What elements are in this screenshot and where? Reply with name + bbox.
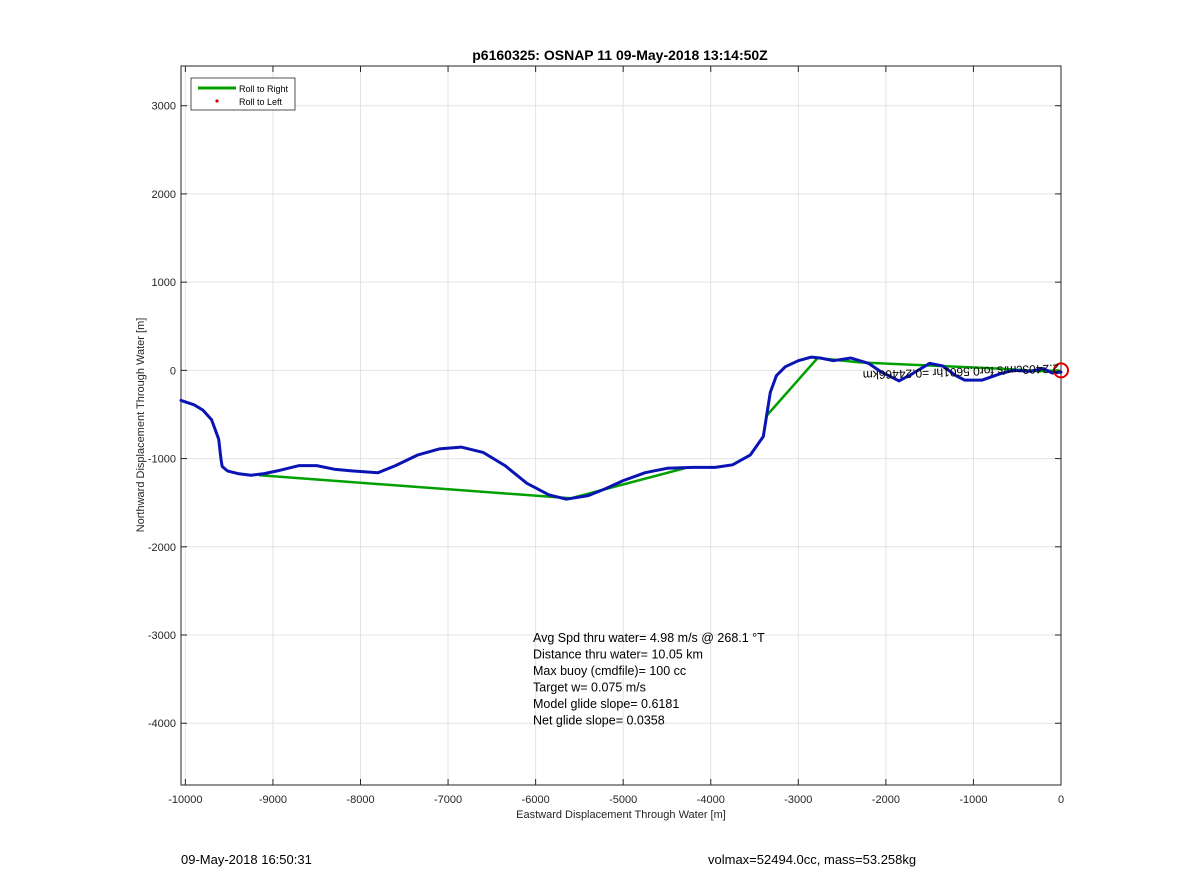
x-tick-label: -2000 <box>872 794 900 806</box>
y-tick-label: 1000 <box>152 277 176 289</box>
stats-annotation-line: Target w= 0.075 m/s <box>533 681 646 695</box>
y-tick-label: 3000 <box>152 101 176 113</box>
x-tick-label: -9000 <box>259 794 287 806</box>
y-tick-label: -2000 <box>148 542 176 554</box>
x-tick-label: -4000 <box>697 794 725 806</box>
x-tick-label: -3000 <box>784 794 812 806</box>
legend-roll-right-label: Roll to Right <box>239 84 289 94</box>
x-tick-label: -8000 <box>346 794 374 806</box>
x-tick-label: -10000 <box>168 794 202 806</box>
legend-roll-left-swatch <box>215 99 218 102</box>
legend: Roll to Right Roll to Left <box>191 78 295 110</box>
x-tick-label: 0 <box>1058 794 1064 806</box>
stats-annotations: Avg Spd thru water= 4.98 m/s @ 268.1 °T D… <box>533 631 765 728</box>
x-axis-label: Eastward Displacement Through Water [m] <box>516 809 726 821</box>
footer-timestamp: 09-May-2018 16:50:31 <box>181 852 312 867</box>
y-tick-label: 0 <box>170 365 176 377</box>
stats-annotation-line: Avg Spd thru water= 4.98 m/s @ 268.1 °T <box>533 631 765 645</box>
x-tick-label: -6000 <box>522 794 550 806</box>
legend-roll-left-label: Roll to Left <box>239 97 283 107</box>
x-tick-label: -5000 <box>609 794 637 806</box>
axis-ticks: -10000 -9000 -8000 -7000 -6000 -5000 -4000 -300… <box>148 66 1064 806</box>
chart-title: p6160325: OSNAP 11 09-May-2018 13:14:50Z <box>472 47 768 63</box>
stats-annotation-line: Net glide slope= 0.0358 <box>533 714 665 728</box>
y-tick-label: 2000 <box>152 189 176 201</box>
stats-annotation-line: Model glide slope= 0.6181 <box>533 697 679 711</box>
y-tick-label: -1000 <box>148 454 176 466</box>
stats-annotation-line: Distance thru water= 10.05 km <box>533 648 703 662</box>
x-tick-label: -7000 <box>434 794 462 806</box>
footer-summary: volmax=52494.0cc, mass=53.258kg <box>708 852 916 867</box>
y-tick-label: -4000 <box>148 718 176 730</box>
y-tick-label: -3000 <box>148 630 176 642</box>
stats-annotation-line: Max buoy (cmdfile)= 100 cc <box>533 664 686 678</box>
x-tick-label: -1000 <box>959 794 987 806</box>
y-axis-label: Northward Displacement Through Water [m] <box>135 318 147 533</box>
